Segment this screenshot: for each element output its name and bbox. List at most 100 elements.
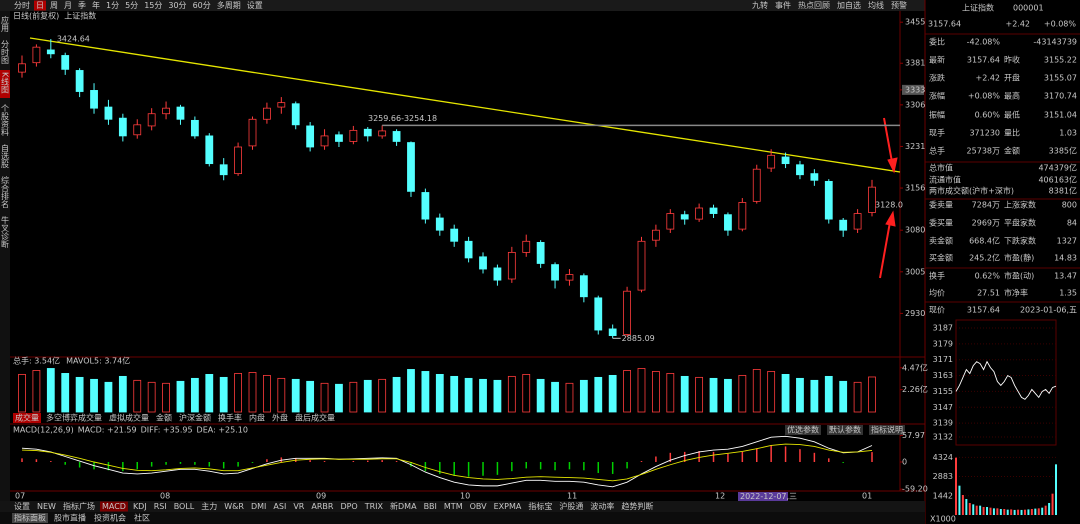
footer-tab[interactable]: 投资机会 xyxy=(94,513,126,523)
candle-body xyxy=(450,228,459,242)
candle-body xyxy=(781,156,790,165)
indicator-tab[interactable]: RSI xyxy=(154,502,167,511)
indicator-tab[interactable]: 指标广场 xyxy=(63,501,95,511)
toolbar-button[interactable]: 均线 xyxy=(868,0,884,10)
candle-body xyxy=(752,168,761,202)
macd-button[interactable]: 优选参数 xyxy=(787,425,819,435)
candle-body xyxy=(594,297,603,331)
y-tick-label: 2.26亿 xyxy=(902,384,928,394)
toolbar-tab[interactable]: 月 xyxy=(64,1,72,10)
indicator-tab[interactable]: W&R xyxy=(224,502,244,511)
chart-label: 上证指数 xyxy=(64,11,96,21)
toolbar-button[interactable]: 热点回顾 xyxy=(798,0,830,10)
indicator-tab[interactable]: 主力 xyxy=(201,501,217,511)
quote-label: 总手 xyxy=(929,146,945,156)
quote-label: 最新 xyxy=(929,55,945,65)
toolbar-button[interactable]: 九转 xyxy=(752,0,768,10)
indicator-tab[interactable]: NEW xyxy=(37,502,56,511)
volume-tab[interactable]: 盘后成交量 xyxy=(295,413,335,423)
footer-tab[interactable]: 社区 xyxy=(134,513,150,523)
volume-tab[interactable]: 内盘 xyxy=(249,413,265,423)
quote-label: 上涨家数 xyxy=(1004,200,1036,210)
footer-tab[interactable]: 股市直播 xyxy=(54,513,86,523)
side-tab[interactable]: 分时图 xyxy=(1,40,10,65)
volume-bar xyxy=(551,381,559,413)
volume-tab[interactable]: 换手率 xyxy=(218,413,242,423)
quote-price: 3157.64 xyxy=(928,20,961,29)
toolbar-tab[interactable]: 分时 xyxy=(14,0,30,10)
y-tick-label: 1442 xyxy=(933,491,953,500)
indicator-tab[interactable]: MACD xyxy=(102,502,126,511)
indicator-tab[interactable]: 波动率 xyxy=(590,501,614,511)
candle-body xyxy=(738,202,747,230)
indicator-tab[interactable]: MTM xyxy=(444,502,463,511)
quote-label: 涨幅 xyxy=(929,91,945,101)
quote-value: 13.47 xyxy=(1054,272,1077,281)
toolbar-tab[interactable]: 多周期 xyxy=(217,0,241,10)
indicator-tab[interactable]: KDJ xyxy=(133,502,147,511)
indicator-tab[interactable]: TRIX xyxy=(364,502,384,511)
candle-body xyxy=(190,119,199,137)
toolbar-tab[interactable]: 日 xyxy=(36,1,44,10)
toolbar-button[interactable]: 加自选 xyxy=(837,0,861,10)
toolbar-tab[interactable]: 周 xyxy=(50,1,58,10)
indicator-tab[interactable]: 趋势判断 xyxy=(621,501,653,511)
indicator-tab[interactable]: EXPMA xyxy=(494,502,522,511)
indicator-tab[interactable]: 设置 xyxy=(14,501,30,511)
volume-bar xyxy=(781,373,790,413)
indicator-tab[interactable]: ARBR xyxy=(311,502,334,511)
quote-value: -43143739 xyxy=(1033,38,1077,47)
quote-label: 总市值 xyxy=(929,163,953,173)
toolbar-tab[interactable]: 年 xyxy=(92,0,100,10)
toolbar-tab[interactable]: 5分 xyxy=(125,1,138,10)
annotation: 3424.64 xyxy=(57,35,90,44)
toolbar-tab[interactable]: 设置 xyxy=(247,0,263,10)
toolbar-tab[interactable]: 15分 xyxy=(144,1,162,10)
volume-tab[interactable]: 虚拟成交量 xyxy=(109,413,149,423)
toolbar-tab[interactable]: 60分 xyxy=(193,1,211,10)
side-tab[interactable]: 自选股 xyxy=(1,143,10,169)
quote-value: 3155.22 xyxy=(1044,56,1077,65)
candle-body xyxy=(810,173,819,181)
toolbar-tab[interactable]: 1分 xyxy=(106,1,119,10)
indicator-tab[interactable]: OBV xyxy=(470,502,488,511)
side-tab[interactable]: 牛叉诊断 xyxy=(1,215,10,249)
quote-label: 昨收 xyxy=(1004,55,1020,65)
indicator-tab[interactable]: 指标宝 xyxy=(528,501,552,511)
quote-value: 3157.64 xyxy=(967,56,1000,65)
candle-body xyxy=(407,142,415,192)
footer-tab[interactable]: 指标面板 xyxy=(14,513,46,523)
macd-button[interactable]: 指标说明 xyxy=(871,425,903,435)
annotation: 3128.0 xyxy=(875,201,903,210)
y-tick-label: 3156 xyxy=(905,184,925,193)
side-tab[interactable]: K线图 xyxy=(1,72,10,94)
volume-bar xyxy=(493,379,502,413)
volume-bar xyxy=(507,375,516,413)
volume-tab[interactable]: 多空博弈成交量 xyxy=(46,413,102,423)
indicator-tab[interactable]: VR xyxy=(293,502,304,511)
toolbar-button[interactable]: 预警 xyxy=(891,0,907,10)
volume-tab[interactable]: 金额 xyxy=(156,413,172,423)
side-tab[interactable]: 综合排名 xyxy=(1,175,10,209)
toolbar-button[interactable]: 事件 xyxy=(775,0,791,10)
macd-button[interactable]: 默认参数 xyxy=(829,425,861,435)
volume-tab[interactable]: 成交量 xyxy=(15,413,39,423)
toolbar-tab[interactable]: 季 xyxy=(78,0,86,10)
toolbar-tab[interactable]: 30分 xyxy=(168,1,186,10)
volume-tab[interactable]: 沪深金额 xyxy=(179,413,211,423)
indicator-tab[interactable]: DPO xyxy=(340,502,357,511)
candle-body xyxy=(118,117,127,137)
indicator-tab[interactable]: BBI xyxy=(424,502,437,511)
quote-name: 上证指数 xyxy=(962,3,994,13)
side-tab[interactable]: 个股资料 xyxy=(1,104,10,137)
indicator-tab[interactable]: ASI xyxy=(273,502,286,511)
indicator-tab[interactable]: 新DMA xyxy=(390,501,417,511)
volume-tab[interactable]: 外盘 xyxy=(272,413,288,423)
indicator-tab[interactable]: 沪股通 xyxy=(559,501,583,511)
y-tick-label: 3179 xyxy=(933,339,953,348)
side-tab[interactable]: 应用 xyxy=(1,15,10,33)
x-tick-label: 09 xyxy=(316,492,326,501)
indicator-tab[interactable]: BOLL xyxy=(174,502,195,511)
indicator-tab[interactable]: DMI xyxy=(251,502,266,511)
candle-body xyxy=(637,240,646,291)
